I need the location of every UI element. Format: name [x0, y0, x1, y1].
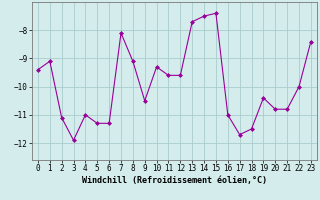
- X-axis label: Windchill (Refroidissement éolien,°C): Windchill (Refroidissement éolien,°C): [82, 176, 267, 185]
